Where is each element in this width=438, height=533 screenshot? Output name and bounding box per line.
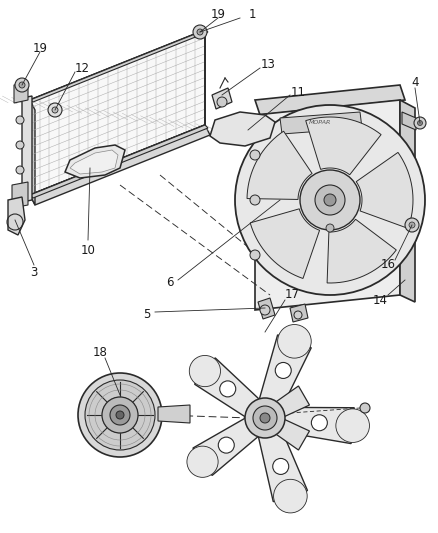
Circle shape xyxy=(360,403,370,413)
Polygon shape xyxy=(290,304,308,322)
Polygon shape xyxy=(258,298,275,319)
Circle shape xyxy=(48,103,62,117)
Circle shape xyxy=(250,250,260,260)
Polygon shape xyxy=(30,30,208,102)
Circle shape xyxy=(19,82,25,88)
Circle shape xyxy=(15,78,29,92)
Circle shape xyxy=(417,120,423,125)
Circle shape xyxy=(315,185,345,215)
Circle shape xyxy=(294,311,302,319)
Text: 11: 11 xyxy=(290,85,305,99)
Circle shape xyxy=(260,305,270,315)
Circle shape xyxy=(197,29,203,35)
Text: 13: 13 xyxy=(261,59,276,71)
Circle shape xyxy=(110,405,130,425)
Circle shape xyxy=(311,415,327,431)
Circle shape xyxy=(278,325,311,358)
Circle shape xyxy=(16,141,24,149)
Circle shape xyxy=(187,446,218,478)
Polygon shape xyxy=(65,145,125,178)
Polygon shape xyxy=(212,88,232,109)
Circle shape xyxy=(16,166,24,174)
Text: 19: 19 xyxy=(211,7,226,20)
Polygon shape xyxy=(280,112,362,134)
Polygon shape xyxy=(250,209,320,278)
Text: 17: 17 xyxy=(285,288,300,302)
Text: 1: 1 xyxy=(248,7,256,20)
Polygon shape xyxy=(255,100,400,310)
Polygon shape xyxy=(356,152,413,228)
Circle shape xyxy=(52,107,58,113)
Text: 10: 10 xyxy=(81,244,95,256)
Text: 5: 5 xyxy=(143,309,151,321)
Polygon shape xyxy=(400,100,415,302)
Circle shape xyxy=(245,398,285,438)
Circle shape xyxy=(78,373,162,457)
Circle shape xyxy=(116,411,124,419)
Polygon shape xyxy=(210,112,275,146)
Polygon shape xyxy=(30,125,208,198)
Circle shape xyxy=(273,458,289,474)
Circle shape xyxy=(235,105,425,295)
Polygon shape xyxy=(158,405,190,423)
Circle shape xyxy=(85,380,155,450)
Circle shape xyxy=(405,218,419,232)
Circle shape xyxy=(253,406,277,430)
Polygon shape xyxy=(193,417,259,475)
Circle shape xyxy=(250,150,260,160)
Polygon shape xyxy=(14,82,28,103)
Text: 18: 18 xyxy=(92,345,107,359)
Polygon shape xyxy=(306,117,381,175)
Text: 16: 16 xyxy=(381,259,396,271)
Polygon shape xyxy=(8,197,25,235)
Circle shape xyxy=(326,224,334,232)
Polygon shape xyxy=(12,182,28,208)
Circle shape xyxy=(336,409,370,442)
Polygon shape xyxy=(30,100,35,205)
Polygon shape xyxy=(247,131,312,199)
Polygon shape xyxy=(272,386,310,419)
Circle shape xyxy=(102,397,138,433)
Text: 4: 4 xyxy=(411,76,419,88)
Circle shape xyxy=(274,479,307,513)
Text: MOPAR: MOPAR xyxy=(309,120,331,125)
Circle shape xyxy=(217,97,227,107)
Circle shape xyxy=(250,195,260,205)
Polygon shape xyxy=(255,85,405,115)
Polygon shape xyxy=(30,125,210,205)
Circle shape xyxy=(324,194,336,206)
Text: 3: 3 xyxy=(30,265,38,279)
Polygon shape xyxy=(30,30,205,195)
Polygon shape xyxy=(279,407,354,443)
Polygon shape xyxy=(327,219,396,283)
Circle shape xyxy=(16,116,24,124)
Circle shape xyxy=(300,170,360,230)
Text: 19: 19 xyxy=(32,42,47,54)
Text: 14: 14 xyxy=(372,294,388,306)
Circle shape xyxy=(218,437,234,453)
Circle shape xyxy=(189,356,220,386)
Polygon shape xyxy=(70,150,118,174)
Circle shape xyxy=(275,362,291,378)
Polygon shape xyxy=(259,335,311,408)
Text: 6: 6 xyxy=(166,277,174,289)
Polygon shape xyxy=(258,429,307,502)
Circle shape xyxy=(414,117,426,129)
Polygon shape xyxy=(402,112,416,130)
Polygon shape xyxy=(194,358,260,417)
Circle shape xyxy=(193,25,207,39)
Polygon shape xyxy=(272,417,310,450)
Circle shape xyxy=(409,222,415,228)
Circle shape xyxy=(220,381,236,397)
Polygon shape xyxy=(22,96,32,202)
Text: 12: 12 xyxy=(74,61,89,75)
Circle shape xyxy=(260,413,270,423)
